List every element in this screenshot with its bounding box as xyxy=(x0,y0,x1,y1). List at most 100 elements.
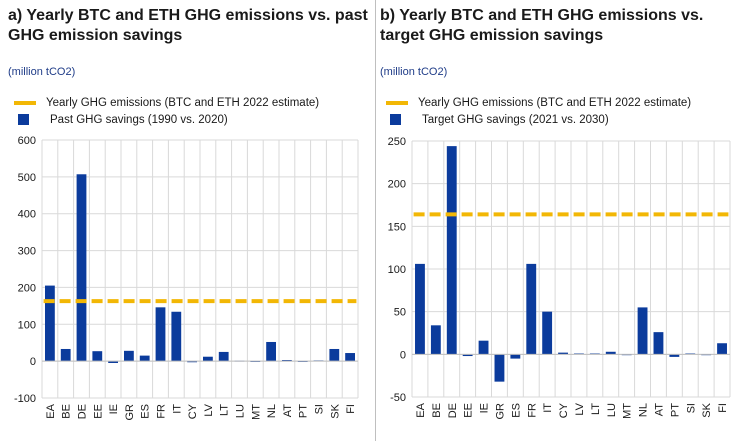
x-tick-label: SI xyxy=(314,404,326,414)
bar xyxy=(494,354,505,382)
bar xyxy=(282,360,292,362)
x-tick-label: ES xyxy=(510,403,522,418)
x-tick-label: PT xyxy=(669,403,681,417)
bar xyxy=(60,348,71,362)
y-tick-label: 0 xyxy=(400,349,406,361)
bar xyxy=(669,354,680,357)
x-tick-label: DE xyxy=(77,404,89,419)
y-tick-label: 150 xyxy=(388,221,406,233)
legend-item-savings: Past GHG savings (1990 vs. 2020) xyxy=(14,111,319,128)
x-tick-label: EE xyxy=(92,404,104,419)
x-tick-label: GR xyxy=(124,404,136,421)
y-tick-label: 500 xyxy=(18,172,36,184)
x-tick-label: ES xyxy=(140,404,152,419)
legend-item-emissions: Yearly GHG emissions (BTC and ETH 2022 e… xyxy=(14,94,319,111)
legend-swatch-bar xyxy=(390,114,401,125)
x-tick-label: EA xyxy=(415,402,427,417)
x-tick-label: EA xyxy=(45,403,57,418)
x-tick-label: FR xyxy=(526,403,538,418)
bar xyxy=(478,340,489,355)
x-tick-label: MT xyxy=(250,404,262,420)
x-tick-label: LU xyxy=(235,404,247,418)
bar xyxy=(653,332,664,355)
legend-item-savings: Target GHG savings (2021 vs. 2030) xyxy=(386,111,691,128)
y-tick-label: 400 xyxy=(18,209,36,221)
bar xyxy=(139,355,150,362)
bar xyxy=(329,348,340,362)
bar xyxy=(415,263,425,355)
legend: Yearly GHG emissions (BTC and ETH 2022 e… xyxy=(386,94,691,128)
bar xyxy=(637,307,648,355)
chart-b-plot: 250 200 150 100 50 0 -50 EA BE DE EE IE GR ES FR IT CY LV… xyxy=(388,136,731,420)
panel-a: a) Yearly BTC and ETH GHG emissions vs. … xyxy=(8,7,368,421)
chart-title: a) Yearly BTC and ETH GHG emissions vs. … xyxy=(8,7,368,44)
x-tick-label: PT xyxy=(298,404,310,418)
x-tick-label: FI xyxy=(717,403,729,413)
bar xyxy=(430,325,441,355)
panel-b: b) Yearly BTC and ETH GHG emissions vs. … xyxy=(372,0,744,441)
unit-label: (million tCO2) xyxy=(8,66,76,78)
y-tick-label: 100 xyxy=(388,264,406,276)
bar xyxy=(155,307,166,362)
x-tick-label: MT xyxy=(622,403,634,419)
panel-divider xyxy=(375,0,376,441)
bar xyxy=(76,174,87,362)
x-tick-label: LU xyxy=(606,403,618,417)
legend-label: Target GHG savings (2021 vs. 2030) xyxy=(422,113,609,126)
x-tick-label: SK xyxy=(329,403,341,418)
bar xyxy=(218,351,229,362)
x-tick-label: CY xyxy=(187,403,199,419)
legend-label: Yearly GHG emissions (BTC and ETH 2022 e… xyxy=(46,96,320,109)
x-tick-label: IE xyxy=(108,404,120,414)
bar xyxy=(45,285,55,362)
x-tick-label: IE xyxy=(479,403,491,413)
x-tick-label: NL xyxy=(266,404,278,418)
legend-swatch-line xyxy=(386,100,408,105)
x-tick-label: LV xyxy=(203,403,215,416)
bar xyxy=(266,341,276,362)
bar xyxy=(171,311,182,362)
bar xyxy=(92,351,103,362)
y-tick-label: 250 xyxy=(388,136,406,148)
y-tick-label: 200 xyxy=(388,179,406,191)
x-tick-label: FI xyxy=(345,404,357,414)
y-tick-label: -100 xyxy=(14,393,36,405)
bar xyxy=(345,353,355,362)
bar xyxy=(605,351,616,355)
x-tick-label: EE xyxy=(463,403,475,418)
chart-a-plot: 600 500 400 300 200 100 0 -100 EA BE DE EE IE GR ES FR I… xyxy=(14,135,359,421)
x-tick-label: LT xyxy=(219,404,231,416)
legend-label: Past GHG savings (1990 vs. 2020) xyxy=(50,113,228,126)
x-tick-label: FR xyxy=(156,404,168,419)
y-tick-label: 600 xyxy=(18,135,36,147)
x-tick-label: DE xyxy=(447,403,459,418)
legend-item-emissions: Yearly GHG emissions (BTC and ETH 2022 e… xyxy=(386,94,691,111)
x-tick-label: IT xyxy=(171,404,183,414)
x-tick-label: AT xyxy=(282,404,294,418)
x-tick-label: SK xyxy=(701,402,713,417)
legend-label: Yearly GHG emissions (BTC and ETH 2022 e… xyxy=(418,96,692,109)
x-tick-label: LT xyxy=(590,403,602,415)
bar xyxy=(124,350,134,362)
legend-swatch-line xyxy=(14,100,36,105)
legend-swatch-bar xyxy=(18,114,29,125)
y-tick-label: 300 xyxy=(18,246,36,258)
bar xyxy=(108,361,118,363)
bar xyxy=(446,146,457,355)
x-tick-label: CY xyxy=(558,402,570,418)
y-tick-label: 50 xyxy=(394,307,406,319)
bar xyxy=(203,356,213,362)
bar xyxy=(187,361,197,363)
x-tick-label: NL xyxy=(638,403,650,417)
chart-title: b) Yearly BTC and ETH GHG emissions vs. … xyxy=(380,7,704,44)
x-tick-label: AT xyxy=(653,403,665,417)
y-tick-label: 100 xyxy=(18,319,36,331)
bar xyxy=(542,311,553,355)
x-tick-label: SI xyxy=(685,403,697,413)
x-tick-label: IT xyxy=(542,403,554,413)
bar xyxy=(462,354,473,357)
y-tick-label: -50 xyxy=(390,392,406,404)
x-tick-label: BE xyxy=(61,404,73,419)
y-tick-label: 200 xyxy=(18,282,36,294)
bar xyxy=(510,354,521,359)
